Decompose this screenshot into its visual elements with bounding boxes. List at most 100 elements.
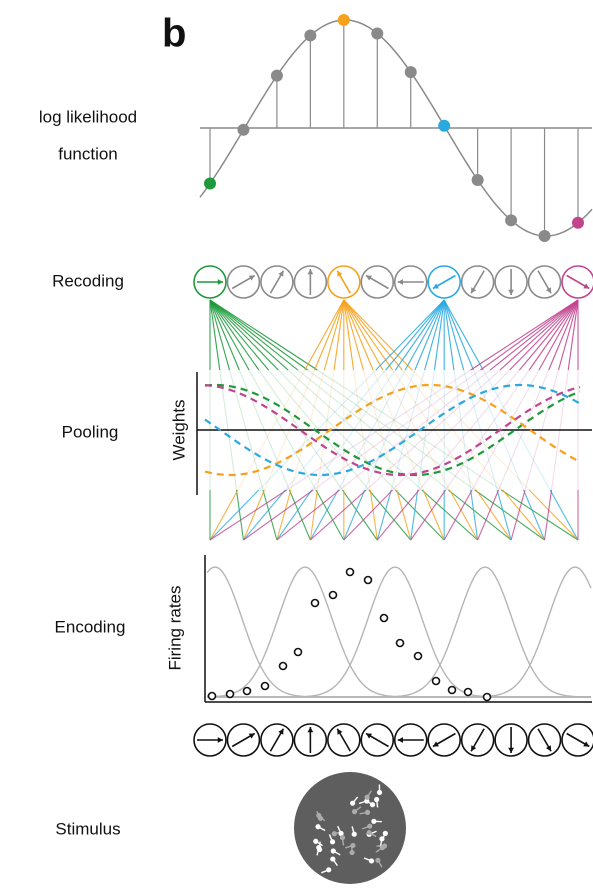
moving-dot [350,801,355,806]
pool-connection [236,490,243,540]
response-dot [449,687,456,694]
response-dot [227,691,234,698]
pool-connection [422,490,478,540]
moving-dot [371,819,376,824]
pool-connection [305,300,344,370]
row-label: function [58,144,118,163]
pool-connection [471,490,478,540]
moving-dot [313,839,318,844]
pool-connection [344,490,365,540]
pool-connection [377,490,419,540]
pool-connection [476,490,511,540]
pool-connection [310,490,338,540]
moving-dot [375,858,380,863]
pool-connection [444,300,483,370]
row-label: Stimulus [55,819,120,838]
pool-connection [344,300,383,370]
axis-label: Weights [169,399,188,460]
pool-connection [210,300,249,370]
response-dot [312,600,319,607]
moving-dot [380,845,385,850]
moving-dot [365,810,370,815]
response-dot [295,649,302,656]
moving-dot [367,824,372,829]
moving-dot [369,858,374,863]
pool-connection [210,490,259,540]
panel-label: b [162,12,186,56]
moving-dot [352,809,357,814]
tuning-curve [207,567,591,697]
pool-connection [277,490,312,540]
sample-point [539,230,551,242]
response-dot [465,689,472,696]
row-label: log likelihood [39,107,137,126]
moving-dot [383,831,388,836]
moving-dot [332,831,337,836]
moving-dot [370,802,375,807]
moving-dot [340,835,345,840]
tuning-curve [207,567,591,697]
pool-connection [310,490,366,540]
pool-connection [500,300,578,370]
response-dot [433,678,440,685]
sample-point [472,174,484,186]
sample-point [204,177,216,189]
pool-connection [210,300,288,370]
sample-point [405,66,417,78]
tuning-curve [207,567,591,697]
response-dot [244,688,251,695]
pool-connection [490,300,578,370]
moving-dot [315,824,320,829]
pool-connection [478,490,499,540]
pool-connection [539,300,578,370]
pool-connection [405,300,444,370]
response-dot [280,663,287,670]
sample-point [371,27,383,39]
moving-dot [326,867,331,872]
moving-dot [317,847,322,852]
moving-dot [330,839,335,844]
response-dot [397,640,404,647]
figure: b log likelihood function Recoding Pooli… [0,0,593,894]
axis-label: Firing rates [165,585,184,670]
response-dot [347,569,354,576]
response-dot [381,615,388,622]
pool-connection [529,490,578,540]
pool-connection [210,300,298,370]
moving-dot [331,848,336,853]
moving-dot [330,856,335,861]
sample-point [271,70,283,82]
pool-connection [344,490,393,540]
response-dot [330,592,337,599]
pool-connection [411,490,446,540]
tuning-curve [207,567,591,697]
stimulus-aperture [294,772,406,884]
response-dot [365,577,372,584]
pool-connection [289,490,310,540]
moving-dot [367,830,372,835]
pool-connection [411,490,418,540]
moving-dot [352,832,357,837]
pool-connection [423,490,444,540]
figure-page: b log likelihood function Recoding Pooli… [0,0,593,894]
sample-point [438,120,450,132]
pool-connection [324,300,344,370]
pool-connection [310,490,317,540]
moving-dot [349,850,354,855]
row-label: Recoding [52,271,124,290]
sample-point [237,124,249,136]
tuning-curve [207,567,591,697]
response-dot [415,653,422,660]
pool-connection [545,490,552,540]
moving-dot [364,795,369,800]
response-dot [209,693,216,700]
pool-connection [450,490,478,540]
moving-dot [379,836,384,841]
pool-connection [342,490,377,540]
pool-connection [370,490,377,540]
row-label: Pooling [62,422,119,441]
sample-point [505,214,517,226]
row-label: Encoding [55,617,126,636]
pool-connection [395,490,444,540]
response-dot [484,694,491,701]
